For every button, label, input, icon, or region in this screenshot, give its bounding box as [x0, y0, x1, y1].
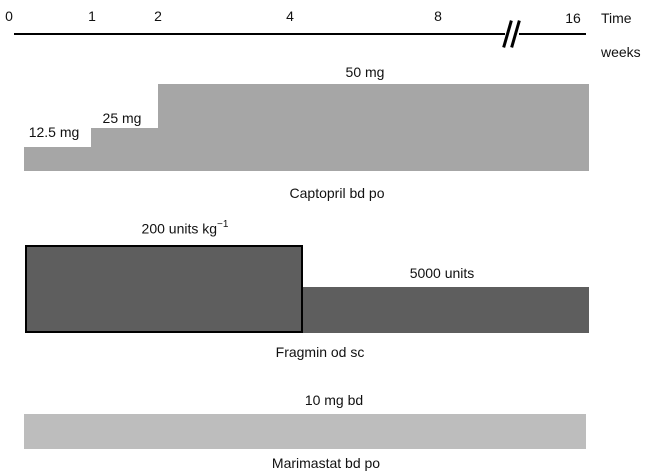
- fragmin-drug-label: Fragmin od sc: [275, 344, 365, 360]
- marimastat-dose-label: 10 mg bd: [304, 392, 364, 408]
- fragmin-dose-1-label: 200 units kg−1: [142, 218, 229, 237]
- tick-label-0: 0: [5, 8, 13, 24]
- captopril-dose-2-label: 25 mg: [102, 110, 142, 126]
- captopril-bar-step-3: [158, 84, 589, 171]
- captopril-dose-1-label: 12.5 mg: [28, 124, 80, 140]
- fragmin-dose-1-text: 200 units kg: [141, 220, 218, 237]
- time-axis-line: [14, 33, 586, 35]
- fragmin-dose-2-label: 5000 units: [409, 265, 475, 281]
- fragmin-bar-maintenance: [302, 287, 589, 333]
- captopril-bar-step-1: [24, 147, 91, 171]
- tick-label-16: 16: [565, 10, 581, 26]
- axis-label-time: Time: [601, 10, 632, 26]
- fragmin-dose-1-superscript: −1: [217, 219, 229, 230]
- tick-label-4: 4: [286, 8, 294, 24]
- tick-label-2: 2: [154, 8, 162, 24]
- tick-label-8: 8: [434, 8, 442, 24]
- captopril-dose-3-label: 50 mg: [345, 64, 385, 80]
- captopril-drug-label: Captopril bd po: [289, 185, 385, 201]
- axis-label-unit: weeks: [601, 44, 641, 60]
- captopril-bar-step-2: [91, 128, 158, 171]
- tick-label-1: 1: [88, 8, 96, 24]
- fragmin-bar-loading: [25, 245, 303, 333]
- marimastat-bar: [24, 414, 586, 449]
- marimastat-drug-label: Marimastat bd po: [271, 455, 381, 471]
- axis-break-gap: [505, 30, 519, 38]
